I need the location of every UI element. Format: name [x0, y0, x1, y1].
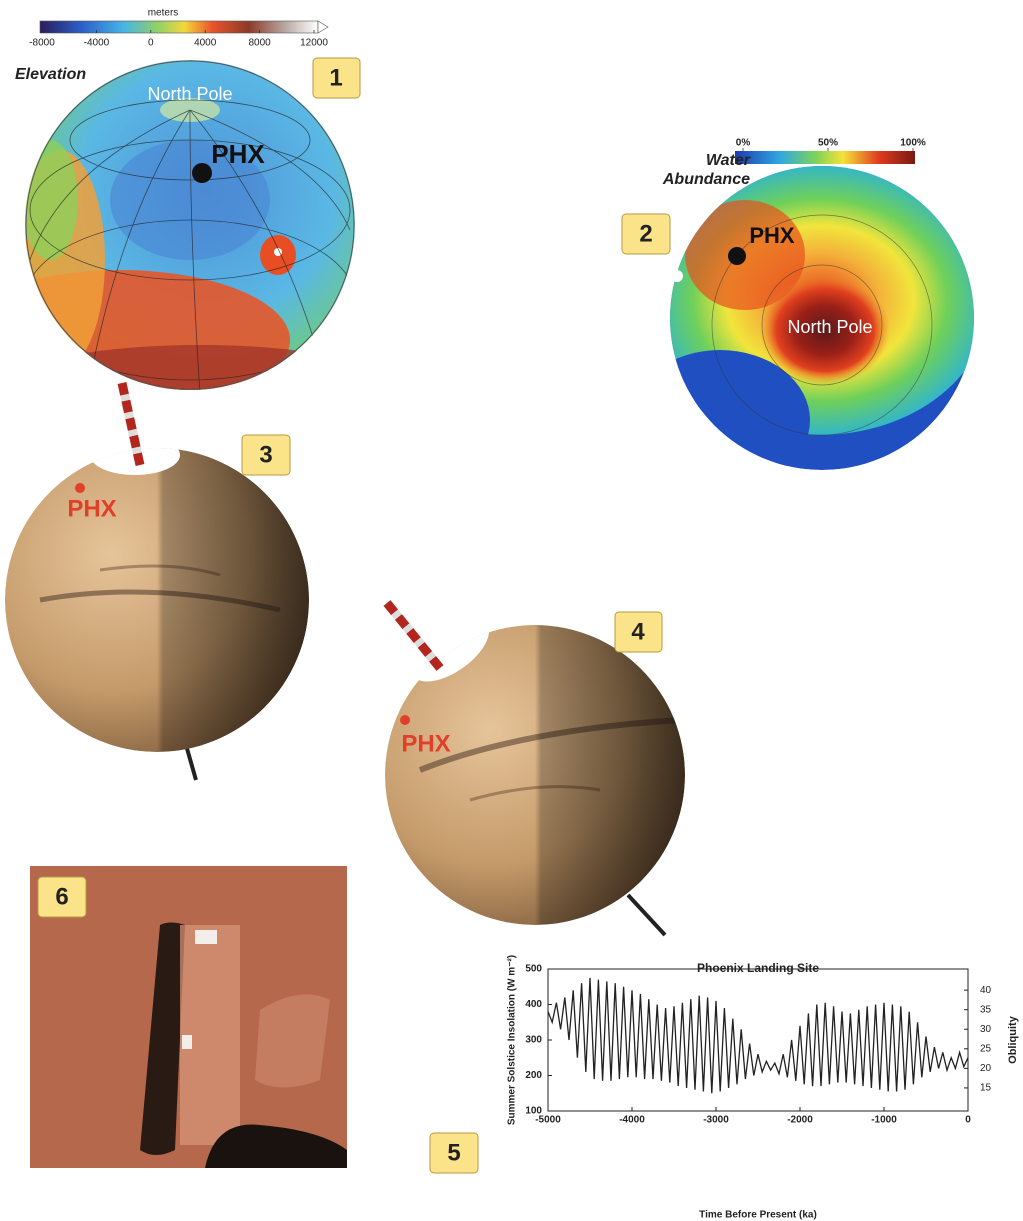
panel-5: Phoenix Landing Site Time Before Present…: [429, 955, 1019, 1221]
site-marker: [728, 247, 746, 265]
pole-label: North Pole: [787, 317, 872, 337]
spin-axis-stripe: [383, 600, 444, 671]
site-label: PHX: [401, 730, 450, 757]
insolation-line: [547, 977, 969, 1094]
panel-number: 4: [631, 618, 645, 645]
panel-number: 3: [259, 441, 272, 468]
panel-number: 5: [447, 1139, 460, 1166]
panel-number-box: [312, 57, 361, 99]
site-marker: [192, 163, 212, 183]
panel-3: 3 PHX: [5, 382, 309, 781]
panel-2: Water Abundance 2 North Pole PHX: [621, 151, 974, 470]
site-label: PHX: [67, 495, 116, 522]
colorbar-tick-label: 100%: [900, 138, 926, 149]
map-notch: [671, 270, 683, 282]
panel-number-box: [614, 611, 663, 653]
panel-1: meters Elevation 1 North: [15, 8, 361, 390]
y2-tick-label: 35: [980, 1004, 992, 1015]
x-tick-label: 0: [965, 1115, 971, 1126]
y-tick-label: 400: [525, 999, 542, 1010]
lander-shadow: [205, 1124, 347, 1168]
y2-tick-label: 15: [980, 1083, 992, 1094]
colorbar: [39, 20, 319, 34]
rock: [255, 994, 330, 1088]
x-tick-label: -4000: [619, 1115, 645, 1126]
pole-label: North Pole: [147, 84, 232, 104]
chart-title: Phoenix Landing Site: [697, 961, 819, 975]
colorbar-arrow: [317, 20, 329, 34]
x-axis-label: Time Before Present (ka): [699, 1210, 817, 1221]
spin-axis-stripe: [117, 382, 145, 466]
site-marker: [75, 483, 85, 493]
mars-globe: [5, 448, 309, 752]
x-tick-label: -5000: [535, 1115, 561, 1126]
colorbar-tick-label: 4000: [194, 38, 217, 49]
spin-axis: [626, 893, 667, 937]
site-label: PHX: [749, 223, 795, 248]
colorbar-tick-label: 0: [148, 38, 154, 49]
colorbar-tick-label: 50%: [818, 138, 838, 149]
x-tick-label: -2000: [787, 1115, 813, 1126]
y2-axis-label: Obliquity: [1007, 1015, 1019, 1064]
ice-patch: [195, 930, 217, 944]
elevation-globe: [25, 60, 355, 390]
panel-number-box: [429, 1132, 479, 1174]
y-tick-label: 100: [525, 1106, 542, 1117]
y-tick-label: 500: [525, 964, 542, 975]
panel-6: 6: [30, 866, 347, 1168]
y-tick-label: 200: [525, 1070, 542, 1081]
y2-tick-label: 30: [980, 1024, 992, 1035]
colorbar-label: meters: [148, 8, 179, 19]
panel-4: 4 PHX: [383, 600, 685, 937]
colorbar-tick-label: 8000: [248, 38, 271, 49]
panel-number: 1: [329, 64, 342, 91]
x-tick-label: -1000: [871, 1115, 897, 1126]
trench-shadow: [140, 922, 185, 1155]
colorbar: [735, 151, 915, 164]
y-tick-label: 300: [525, 1035, 542, 1046]
y2-tick-label: 40: [980, 985, 992, 996]
panel-number-box: [241, 434, 291, 476]
colorbar-tick-label: 12000: [300, 38, 328, 49]
ice-patch: [182, 1035, 192, 1049]
y2-tick-label: 25: [980, 1043, 992, 1054]
panel-title: Elevation: [15, 66, 86, 83]
y2-tick-label: 20: [980, 1063, 992, 1074]
site-marker: [400, 715, 410, 725]
spin-axis: [383, 600, 444, 671]
colorbar-tick-label: -4000: [84, 38, 110, 49]
y-axis-label: Summer Solstice Insolation (W m⁻²): [507, 955, 518, 1125]
panel-number: 6: [55, 883, 68, 910]
x-tick-label: -3000: [703, 1115, 729, 1126]
colorbar-tick-label: -8000: [29, 38, 55, 49]
spin-axis: [117, 382, 145, 466]
panel-number: 2: [639, 220, 652, 247]
spin-axis: [184, 744, 198, 781]
panel-title-line: Abundance: [662, 171, 750, 188]
colorbar-tick-label: 0%: [736, 138, 751, 149]
panel-number-box: [37, 876, 87, 918]
panel-title-line: Water: [706, 152, 751, 169]
panel-number-box: [621, 213, 671, 255]
site-label: PHX: [211, 139, 265, 169]
